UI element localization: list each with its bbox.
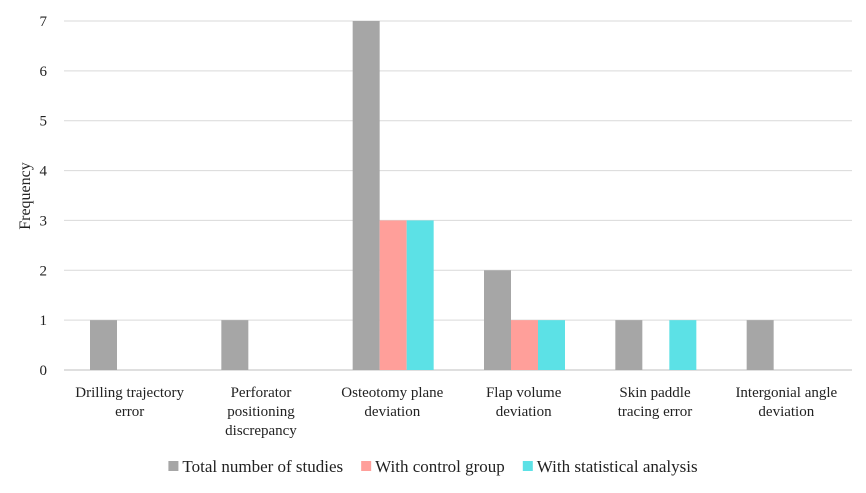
y-tick-label: 3 xyxy=(40,213,48,229)
category-label-line: deviation xyxy=(758,404,814,420)
category-label: Intergonial angle deviation xyxy=(735,385,837,420)
bar-with-statistical-analysis xyxy=(538,320,565,370)
y-tick-label: 4 xyxy=(40,164,48,180)
bar-total-number-of-studies xyxy=(221,320,249,370)
category-label-line: positioning xyxy=(227,404,295,420)
y-tick-label: 2 xyxy=(40,263,48,279)
y-tick-label: 7 xyxy=(40,14,48,30)
bar-total-number-of-studies xyxy=(615,320,643,370)
category-label-line: tracing error xyxy=(618,404,693,420)
category-label-line: Drilling trajectory xyxy=(75,385,184,401)
legend: Total number of studies With control grou… xyxy=(168,457,698,476)
category-label-line: deviation xyxy=(496,404,552,420)
category-label-line: Flap volume xyxy=(486,385,562,401)
y-tick-label: 6 xyxy=(40,64,48,80)
category-label-line: deviation xyxy=(364,404,420,420)
category-label: Drilling trajectory error xyxy=(75,385,184,420)
bar-total-number-of-studies xyxy=(90,320,117,370)
legend-item: Total number of studies xyxy=(168,457,343,476)
gridlines xyxy=(64,20,852,371)
y-tick-labels: 0 1 2 3 4 5 6 7 xyxy=(40,14,48,379)
category-label: Osteotomy plane deviation xyxy=(341,385,443,420)
bar-with-statistical-analysis xyxy=(669,320,697,370)
category-labels: Drilling trajectory error Perforator positi… xyxy=(75,385,837,439)
category-label-line: discrepancy xyxy=(225,423,297,439)
bar-total-number-of-studies xyxy=(746,320,774,370)
category-label-line: error xyxy=(115,404,144,420)
legend-item: With control group xyxy=(361,457,505,476)
y-axis-title: Frequency xyxy=(17,162,34,230)
legend-item: With statistical analysis xyxy=(522,457,698,476)
bar-with-control-group xyxy=(379,220,407,370)
legend-label: With control group xyxy=(375,457,505,476)
y-tick-label: 0 xyxy=(40,363,48,379)
category-label-line: Osteotomy plane xyxy=(341,385,443,401)
bar-with-statistical-analysis xyxy=(406,220,434,370)
category-label: Perforator positioning discrepancy xyxy=(225,385,297,439)
y-tick-label: 5 xyxy=(40,114,48,130)
bar-total-number-of-studies xyxy=(352,21,380,370)
legend-swatch xyxy=(361,461,372,471)
category-label: Skin paddle tracing error xyxy=(618,385,693,420)
legend-label: Total number of studies xyxy=(182,457,343,476)
legend-label: With statistical analysis xyxy=(537,457,698,476)
y-tick-label: 1 xyxy=(40,313,48,329)
category-label-line: Perforator xyxy=(231,385,292,401)
category-label-line: Intergonial angle xyxy=(735,385,837,401)
legend-swatch xyxy=(168,461,179,471)
category-label-line: Skin paddle xyxy=(619,385,691,401)
legend-swatch xyxy=(522,461,533,471)
category-label: Flap volume deviation xyxy=(486,385,562,420)
bars xyxy=(90,21,774,370)
bar-with-control-group xyxy=(511,320,538,370)
bar-total-number-of-studies xyxy=(484,270,511,370)
